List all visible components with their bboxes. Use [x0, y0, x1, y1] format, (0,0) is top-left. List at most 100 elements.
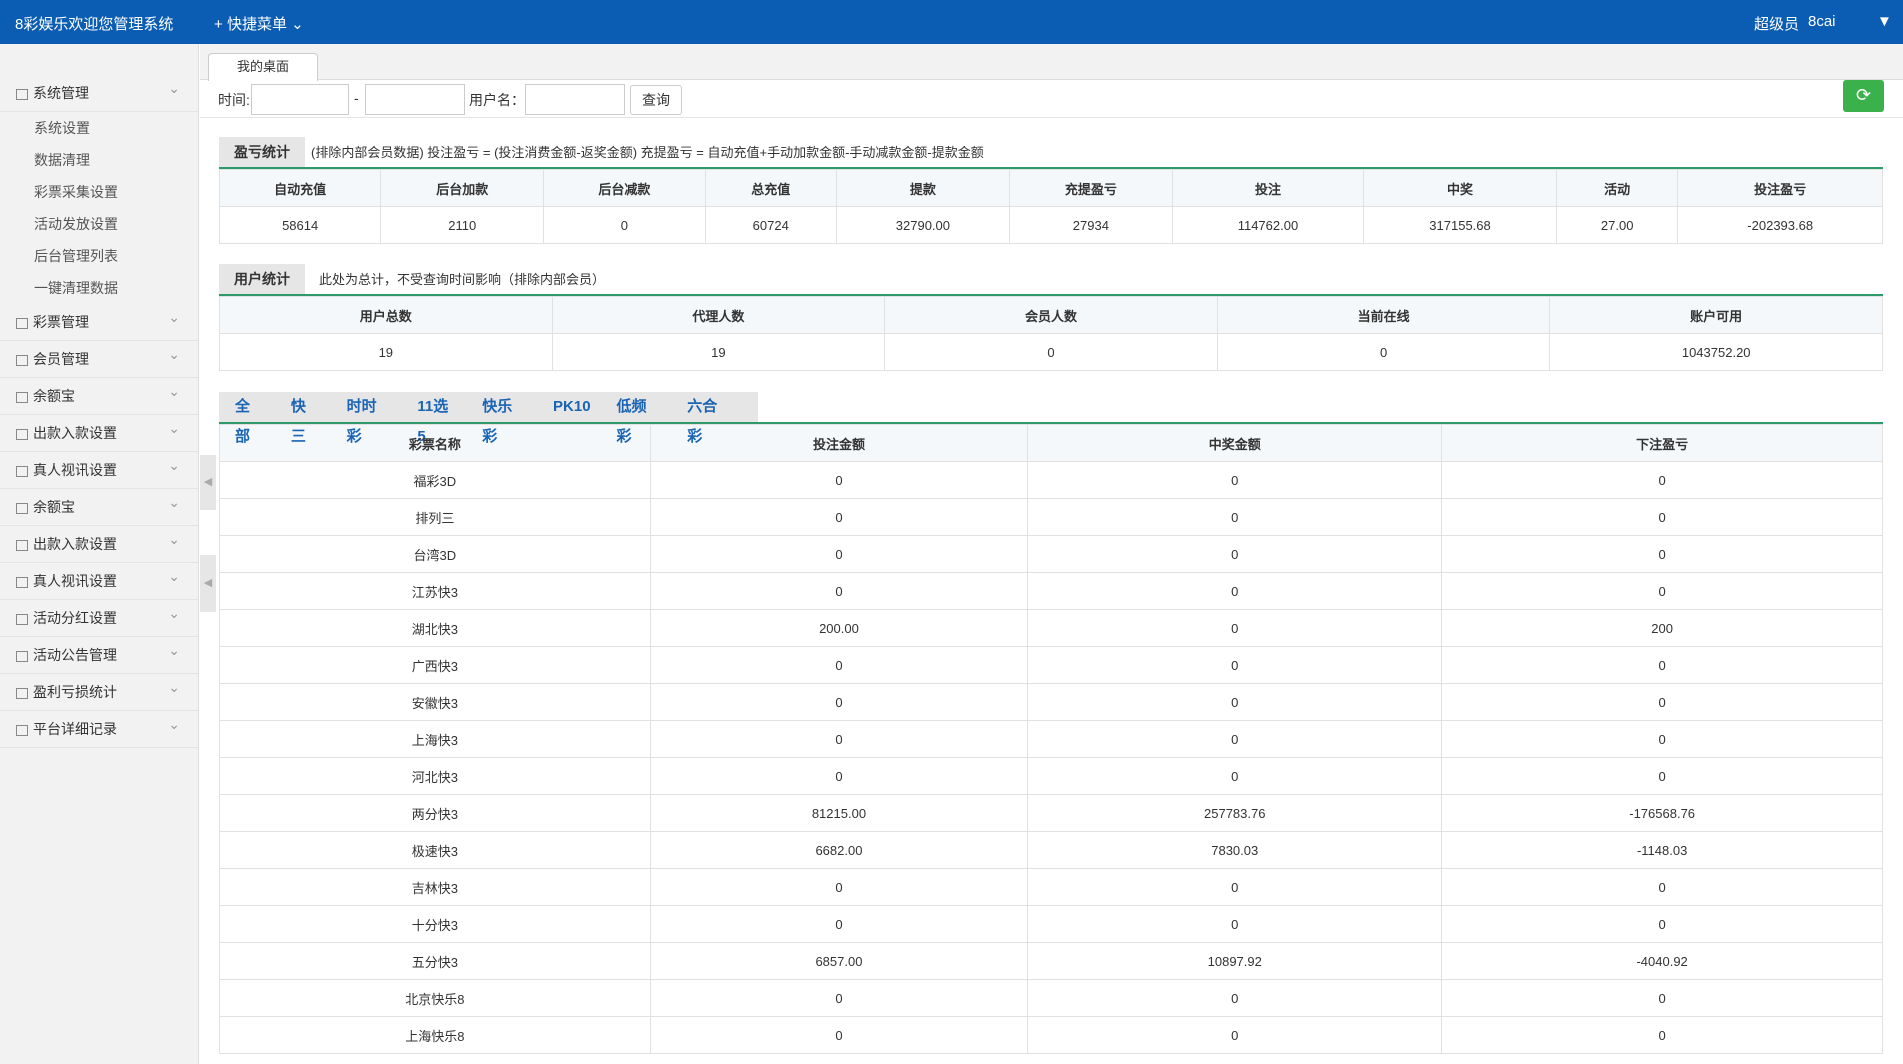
cell: 317155.68	[1364, 207, 1557, 244]
cell: 江苏快3	[220, 573, 651, 610]
cell: 0	[1028, 1017, 1442, 1054]
section-title: 用户统计	[219, 264, 305, 294]
lottery-tab[interactable]: 六合彩	[687, 392, 732, 422]
column-header: 当前在线	[1217, 297, 1550, 334]
tab[interactable]: 我的桌面	[208, 53, 318, 81]
cell: 0	[1442, 1017, 1883, 1054]
cell: 台湾3D	[220, 536, 651, 573]
cell: 0	[1028, 980, 1442, 1017]
filter-bar: 时间: - 用户名： 查询 ⟳	[200, 80, 1903, 118]
row: 两分快381215.00257783.76-176568.76	[220, 795, 1883, 832]
app-title: 8彩娱乐欢迎您管理系统	[15, 13, 173, 34]
section-note: 此处为总计，不受查询时间影响（排除内部会员）	[319, 269, 605, 288]
user-input[interactable]	[525, 84, 625, 115]
lottery-tab[interactable]: 快乐彩	[482, 392, 527, 422]
lottery-table: 彩票名称投注金额中奖金额下注盈亏福彩3D000排列三000台湾3D000江苏快3…	[219, 424, 1883, 1054]
cell: 0	[650, 980, 1028, 1017]
cell: 0	[1028, 499, 1442, 536]
menu-item[interactable]: 彩票采集设置	[0, 176, 198, 208]
row: 河北快3000	[220, 758, 1883, 795]
cell: 114762.00	[1172, 207, 1363, 244]
menu-group[interactable]: 平台详细记录	[0, 711, 198, 748]
cell: 32790.00	[836, 207, 1009, 244]
cell: 27.00	[1556, 207, 1677, 244]
cell: -202393.68	[1678, 207, 1883, 244]
cell: 0	[1028, 462, 1442, 499]
refresh-button[interactable]: ⟳	[1843, 80, 1884, 112]
section-title: 盈亏统计	[219, 137, 305, 167]
separator: -	[354, 90, 359, 106]
end-input[interactable]	[365, 84, 465, 115]
lottery-tab[interactable]: PK10	[553, 392, 591, 422]
header-row: 彩票名称投注金额中奖金额下注盈亏	[220, 425, 1883, 462]
cell: 0	[650, 573, 1028, 610]
cell: 河北快3	[220, 758, 651, 795]
row: 吉林快3000	[220, 869, 1883, 906]
cell: 0	[650, 462, 1028, 499]
cell: 0	[1028, 906, 1442, 943]
cell: 上海快3	[220, 721, 651, 758]
menu-item[interactable]: 活动发放设置	[0, 208, 198, 240]
query-button[interactable]: 查询	[630, 85, 682, 115]
lottery-tab[interactable]: 快三	[291, 392, 321, 422]
cell: 0	[1442, 499, 1883, 536]
cell: 0	[650, 499, 1028, 536]
cell: 0	[1442, 758, 1883, 795]
column-header: 后台加款	[381, 170, 544, 207]
column-header: 投注	[1172, 170, 1363, 207]
menu-item[interactable]: 数据清理	[0, 144, 198, 176]
cell: 吉林快3	[220, 869, 651, 906]
lottery-tab[interactable]: 11选5	[417, 392, 456, 422]
row: 五分快36857.0010897.92-4040.92	[220, 943, 1883, 980]
collapse-handle[interactable]: ◀	[200, 555, 216, 612]
quick-menu[interactable]: + 快捷菜单 ⌄	[214, 13, 304, 34]
cell: 广西快3	[220, 647, 651, 684]
column-header: 用户总数	[220, 297, 553, 334]
menu-item[interactable]: 后台管理列表	[0, 240, 198, 272]
cell: 0	[1442, 462, 1883, 499]
row: 湖北快3200.000200	[220, 610, 1883, 647]
cell: 58614	[220, 207, 381, 244]
lottery-tab[interactable]: 时时彩	[347, 392, 392, 422]
menu-group[interactable]: 系统管理	[0, 75, 198, 112]
menu-item[interactable]: 系统设置	[0, 112, 198, 144]
collapse-handle[interactable]: ◀	[200, 455, 216, 510]
lottery-tabs: 全部快三时时彩 11选5 快乐彩 PK10 低频彩六合彩	[219, 392, 758, 422]
lottery-tab[interactable]: 全部	[235, 392, 265, 422]
cell: 10897.92	[1028, 943, 1442, 980]
column-header: 活动	[1556, 170, 1677, 207]
column-header: 会员人数	[885, 297, 1218, 334]
cell: 200	[1442, 610, 1883, 647]
header-row: 自动充值后台加款后台减款总充值提款充提盈亏投注中奖活动投注盈亏	[220, 170, 1883, 207]
username[interactable]: 8cai	[1808, 13, 1836, 30]
row: 上海快乐8000	[220, 1017, 1883, 1054]
lottery-tab-bar: 全部快三时时彩 11选5 快乐彩 PK10 低频彩六合彩	[219, 392, 1883, 424]
menu: 系统管理系统设置数据清理彩票采集设置活动发放设置后台管理列表一键清理数据彩票管理…	[0, 75, 198, 748]
cell: 257783.76	[1028, 795, 1442, 832]
header-row: 用户总数代理人数会员人数当前在线账户可用	[220, 297, 1883, 334]
column-header: 后台减款	[544, 170, 705, 207]
row: 北京快乐8000	[220, 980, 1883, 1017]
quick-menu-label[interactable]: 快捷菜单	[227, 16, 287, 33]
cell: 0	[650, 869, 1028, 906]
header: 8彩娱乐欢迎您管理系统 + 快捷菜单 ⌄ 超级员 8cai ▼	[0, 0, 1903, 44]
user-section: 用户统计此处为总计，不受查询时间影响（排除内部会员） 用户总数代理人数会员人数当…	[219, 262, 1883, 371]
cell: 200.00	[650, 610, 1028, 647]
cell: 北京快乐8	[220, 980, 651, 1017]
start-input[interactable]	[251, 84, 349, 115]
row: 58614211006072432790.0027934114762.00317…	[220, 207, 1883, 244]
cell: -176568.76	[1442, 795, 1883, 832]
column-header: 中奖金额	[1028, 425, 1442, 462]
cell: 0	[650, 536, 1028, 573]
row: 广西快3000	[220, 647, 1883, 684]
cell: 排列三	[220, 499, 651, 536]
theme-icon[interactable]: ▼	[1877, 13, 1892, 30]
column-header: 代理人数	[552, 297, 885, 334]
cell: 0	[544, 207, 705, 244]
cell: 极速快3	[220, 832, 651, 869]
row: 台湾3D000	[220, 536, 1883, 573]
cell: 0	[650, 684, 1028, 721]
lottery-tab[interactable]: 低频彩	[617, 392, 662, 422]
section-header: 盈亏统计(排除内部会员数据) 投注盈亏 = (投注消费金额-返奖金额) 充提盈亏…	[219, 135, 1883, 169]
cell: 0	[1442, 536, 1883, 573]
